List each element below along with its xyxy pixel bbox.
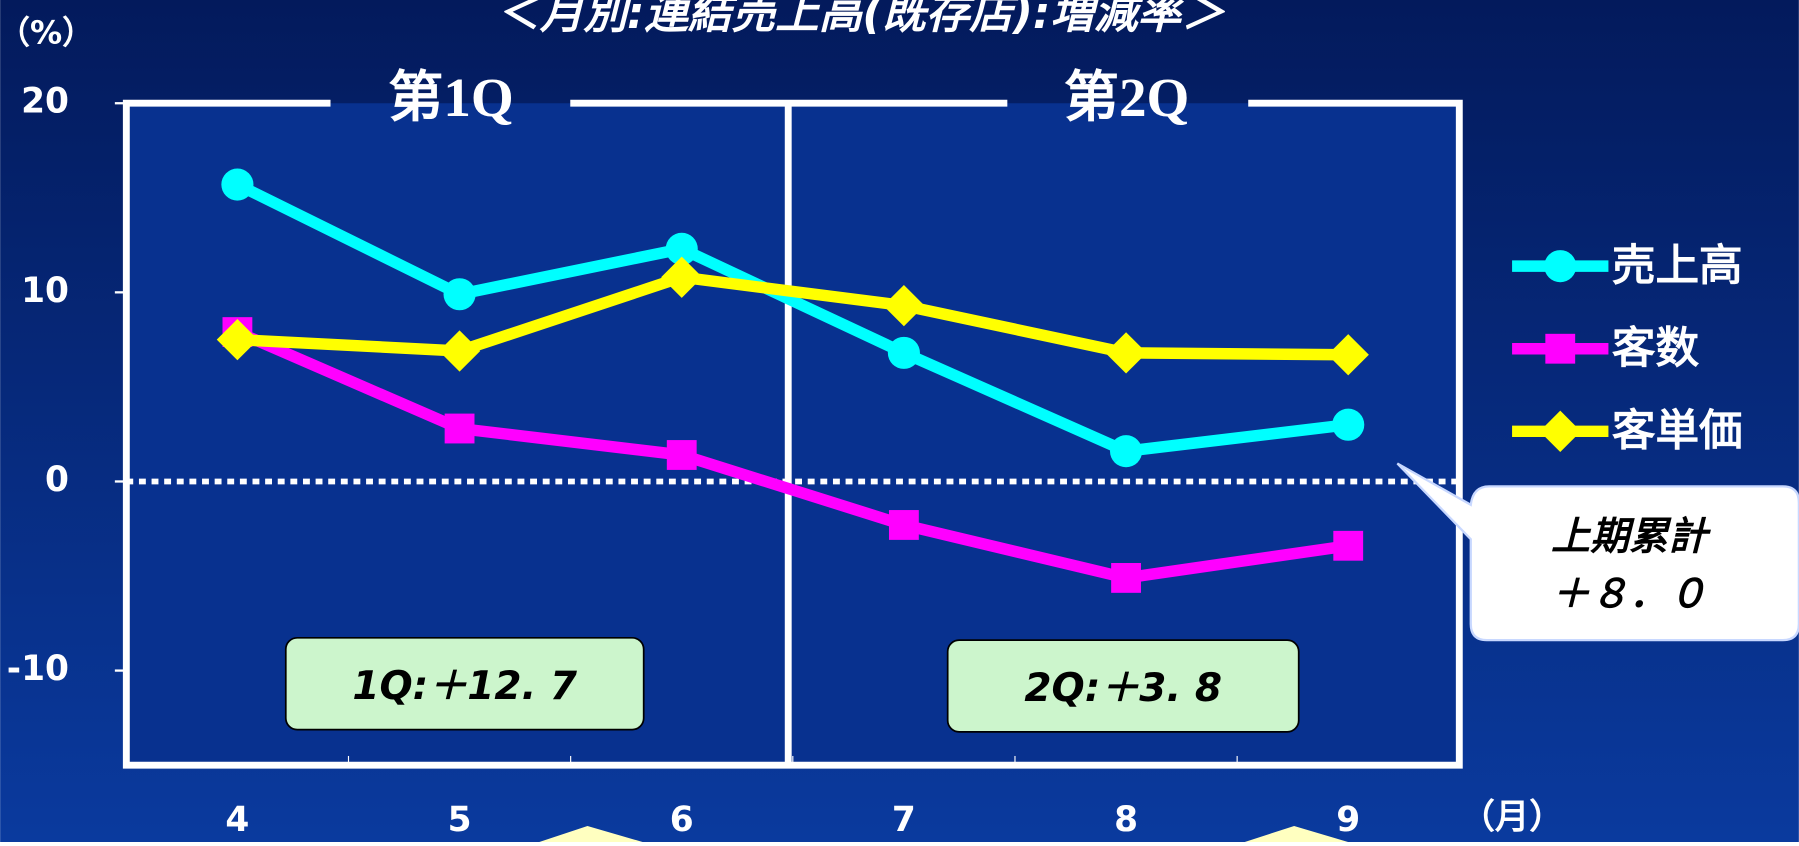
legend-label: 客単価 bbox=[1612, 407, 1743, 457]
quarter-label: 第1Q bbox=[388, 67, 513, 128]
quarter-note: 2Q:＋3. 8 bbox=[1024, 666, 1222, 711]
y-tick-label: 0 bbox=[45, 460, 69, 500]
quarter-note-box bbox=[946, 639, 1300, 733]
x-tick-label: 9 bbox=[1336, 800, 1360, 840]
marker bbox=[444, 413, 475, 444]
x-tick-label: 5 bbox=[448, 800, 472, 840]
marker bbox=[887, 336, 920, 369]
marker bbox=[1327, 334, 1369, 376]
marker bbox=[1111, 563, 1141, 593]
legend-label: 売上高 bbox=[1612, 241, 1743, 291]
y-tick-label: 10 bbox=[21, 271, 69, 311]
callout-text: ＋８．０ bbox=[1551, 572, 1707, 617]
series-line bbox=[234, 179, 1349, 457]
marker bbox=[221, 168, 254, 201]
marker bbox=[888, 510, 919, 540]
series-line bbox=[237, 271, 1349, 361]
marker bbox=[883, 284, 925, 327]
marker bbox=[1539, 410, 1581, 452]
marker bbox=[666, 440, 697, 470]
marker bbox=[1333, 530, 1364, 561]
quarter-note-box bbox=[284, 636, 645, 731]
marker bbox=[1544, 250, 1577, 283]
x-tick-label: 7 bbox=[892, 800, 916, 840]
quarter-frame bbox=[122, 99, 1463, 769]
y-tick-label: -10 bbox=[7, 649, 69, 689]
series-line bbox=[235, 326, 1350, 584]
y-axis-label: （%） bbox=[0, 13, 94, 51]
x-tick-label: 8 bbox=[1114, 800, 1138, 840]
marker bbox=[438, 330, 481, 372]
callout-fragment bbox=[539, 825, 643, 842]
marker bbox=[443, 278, 476, 311]
marker bbox=[1110, 435, 1143, 468]
x-axis-label: （月） bbox=[1460, 798, 1563, 838]
callout-fragment bbox=[1244, 825, 1349, 842]
callout-box bbox=[1396, 462, 1799, 642]
marker bbox=[216, 318, 259, 361]
legend-label: 客数 bbox=[1612, 324, 1700, 374]
quarter-label: 第2Q bbox=[1064, 67, 1189, 128]
callout-text: 上期累計 bbox=[1551, 515, 1711, 560]
x-tick-label: 6 bbox=[670, 800, 694, 840]
y-tick-label: 20 bbox=[21, 82, 69, 122]
x-tick-label: 4 bbox=[225, 800, 249, 840]
chart-title: ＜月別:連結売上高(既存店):増減率＞ bbox=[496, 0, 1225, 39]
marker bbox=[1105, 332, 1147, 374]
quarter-note: 1Q:＋12. 7 bbox=[352, 664, 578, 709]
marker bbox=[1332, 408, 1365, 441]
marker bbox=[1545, 333, 1576, 364]
marker bbox=[665, 232, 698, 265]
